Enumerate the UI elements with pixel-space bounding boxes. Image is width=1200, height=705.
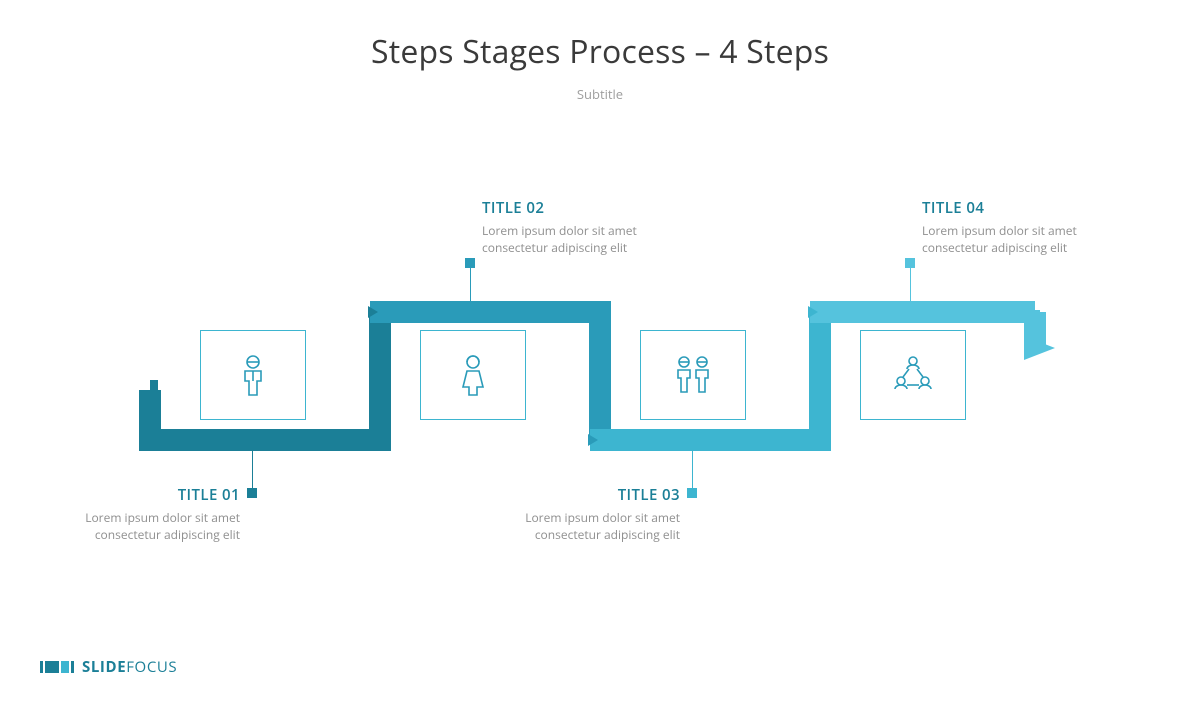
step-4-title: TITLE 04 xyxy=(922,198,1132,218)
step-3-annotation: TITLE 03 Lorem ipsum dolor sit amet cons… xyxy=(470,485,680,544)
brand-bar xyxy=(71,661,74,673)
brand-text-light: FOCUS xyxy=(126,657,177,677)
step-2-annotation: TITLE 02 Lorem ipsum dolor sit amet cons… xyxy=(482,198,692,257)
brand-bar xyxy=(45,661,59,673)
brand-bars-icon xyxy=(40,661,74,673)
process-infographic: TITLE 02 Lorem ipsum dolor sit amet cons… xyxy=(0,30,1200,705)
step-3-marker xyxy=(687,488,697,498)
step-1-annotation: TITLE 01 Lorem ipsum dolor sit amet cons… xyxy=(30,485,240,544)
step-4-icon-box xyxy=(860,330,966,420)
people-group-icon xyxy=(889,351,937,399)
footer-brand: SLIDEFOCUS xyxy=(40,657,177,677)
step-4-annotation: TITLE 04 Lorem ipsum dolor sit amet cons… xyxy=(922,198,1132,257)
process-ribbon xyxy=(0,30,1200,705)
brand-text: SLIDEFOCUS xyxy=(82,657,177,677)
step-1-icon-box xyxy=(200,330,306,420)
brand-bar xyxy=(40,661,43,673)
person-male-icon xyxy=(229,351,277,399)
step-1-desc: Lorem ipsum dolor sit amet consectetur a… xyxy=(30,509,240,544)
step-1-marker xyxy=(247,488,257,498)
step-2-icon-box xyxy=(420,330,526,420)
step-4-marker xyxy=(905,258,915,268)
step-2-marker xyxy=(465,258,475,268)
step-3-title: TITLE 03 xyxy=(618,485,680,505)
step-2-desc: Lorem ipsum dolor sit amet consectetur a… xyxy=(482,222,692,257)
step-4-connector xyxy=(910,265,911,310)
step-1-title: TITLE 01 xyxy=(178,485,240,505)
people-pair-icon xyxy=(669,351,717,399)
step-4-desc: Lorem ipsum dolor sit amet consectetur a… xyxy=(922,222,1132,257)
step-3-connector xyxy=(692,450,693,490)
person-female-icon xyxy=(449,351,497,399)
step-1-connector xyxy=(252,450,253,490)
brand-text-bold: SLIDE xyxy=(82,657,126,677)
step-2-title: TITLE 02 xyxy=(482,198,692,218)
step-2-connector xyxy=(470,265,471,310)
step-3-desc: Lorem ipsum dolor sit amet consectetur a… xyxy=(470,509,680,544)
brand-bar xyxy=(61,661,69,673)
step-3-icon-box xyxy=(640,330,746,420)
